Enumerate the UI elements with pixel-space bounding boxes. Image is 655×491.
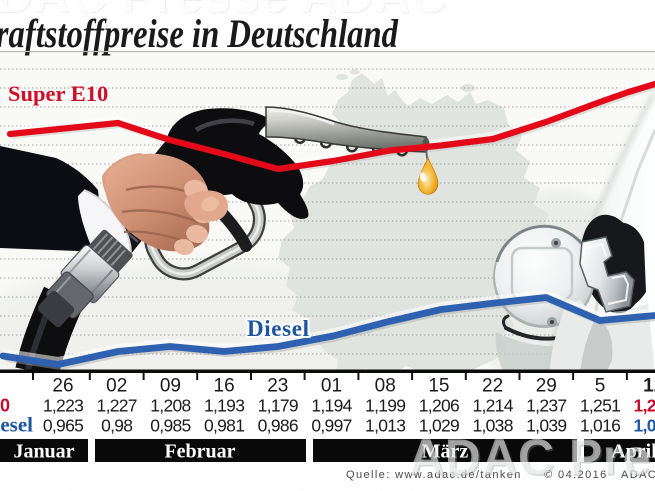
svg-text:1,039: 1,039 [526,416,566,436]
svg-text:Januar: Januar [13,441,74,463]
svg-text:0,981: 0,981 [204,416,244,436]
svg-text:1,223: 1,223 [43,396,83,416]
svg-text:08: 08 [375,376,396,397]
svg-text:Diesel: Diesel [0,413,33,437]
svg-text:Quelle: www.adac.de/tanken: Quelle: www.adac.de/tanken © 04.2016 ADA… [346,469,655,481]
svg-text:26: 26 [52,376,73,397]
svg-text:22: 22 [482,376,503,397]
svg-text:0,965: 0,965 [43,416,83,436]
svg-text:1,206: 1,206 [419,396,459,416]
svg-text:ADAC Presse: ADAC Presse [408,429,655,485]
svg-text:1,029: 1,029 [419,416,459,436]
svg-text:1,278: 1,278 [634,396,655,416]
svg-text:1,048: 1,048 [634,416,655,436]
svg-text:E10: E10 [0,396,10,416]
svg-text:ADAC Presse ADAC: ADAC Presse ADAC [0,0,447,23]
svg-text:ADAC Presse: ADAC Presse [410,431,655,487]
svg-text:1,038: 1,038 [472,416,512,436]
svg-text:Diesel: Diesel [247,316,309,341]
svg-text:1,179: 1,179 [258,396,298,416]
svg-text:01: 01 [321,376,342,397]
svg-text:1,013: 1,013 [365,416,405,436]
svg-text:0,985: 0,985 [150,416,190,436]
svg-text:ADAC Presse ADAC Presse: ADAC Presse ADAC Presse [0,481,610,491]
svg-text:15: 15 [428,376,449,397]
svg-text:April: April [611,441,655,463]
svg-text:29: 29 [536,376,557,397]
svg-text:Februar: Februar [164,441,235,463]
svg-text:1,227: 1,227 [97,396,137,416]
svg-text:1,193: 1,193 [204,396,244,416]
svg-text:12: 12 [643,376,655,397]
svg-text:1,208: 1,208 [150,396,190,416]
svg-text:1,214: 1,214 [472,396,513,416]
svg-text:0,997: 0,997 [311,416,351,436]
svg-text:0,986: 0,986 [258,416,298,436]
svg-text:1,237: 1,237 [526,396,566,416]
svg-text:1,016: 1,016 [580,416,620,436]
svg-text:ADAC Presse ADAC: ADAC Presse ADAC [0,0,448,24]
svg-text:5: 5 [595,376,606,397]
svg-text:1,251: 1,251 [580,396,620,416]
svg-text:ADAC Presse ADAC Presse: ADAC Presse ADAC Presse [0,479,608,491]
svg-text:16: 16 [214,376,235,397]
svg-text:02: 02 [106,376,127,397]
svg-text:09: 09 [160,376,181,397]
svg-text:1,194: 1,194 [311,396,352,416]
svg-text:23: 23 [267,376,288,397]
svg-text:März: März [422,441,469,463]
svg-text:0,98: 0,98 [101,416,132,436]
svg-text:1,199: 1,199 [365,396,405,416]
svg-text:Diesel: Diesel [247,316,309,341]
svg-text:Super E10: Super E10 [8,81,108,106]
svg-text:Kraftstoffpreise in Deutschlan: Kraftstoffpreise in Deutschland [0,11,399,56]
